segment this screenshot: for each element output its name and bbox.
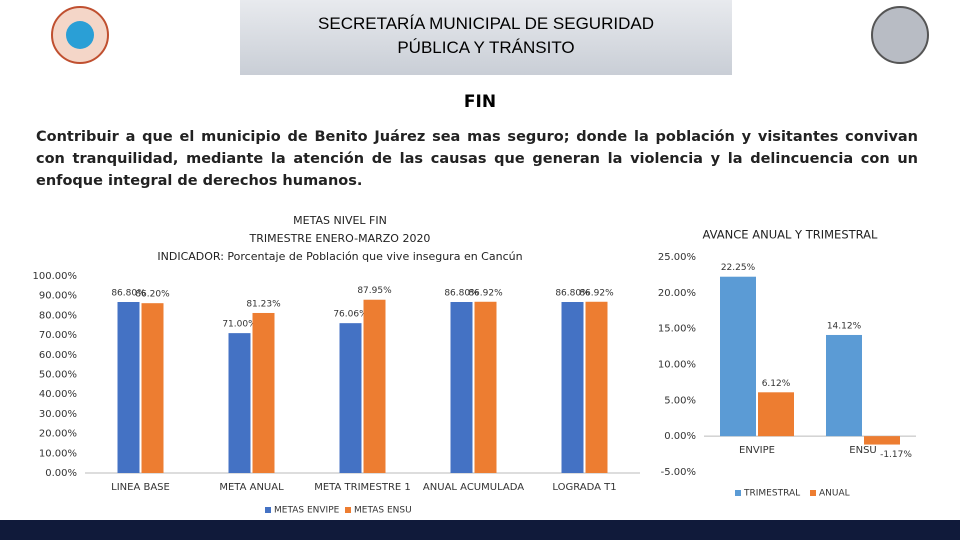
logo-center <box>66 21 94 49</box>
y-tick-label: 50.00% <box>39 370 77 381</box>
y-tick-label: 5.00% <box>664 395 696 406</box>
data-label: 6.12% <box>762 379 791 389</box>
chart-title: METAS NIVEL FIN <box>293 214 387 227</box>
chart-title: AVANCE ANUAL Y TRIMESTRAL <box>703 228 878 242</box>
y-tick-label: -5.00% <box>661 467 696 478</box>
data-label: 86.80% <box>111 289 146 299</box>
legend-label: TRIMESTRAL <box>743 489 800 499</box>
y-tick-label: 30.00% <box>39 409 77 420</box>
data-label: 22.25% <box>721 263 756 273</box>
header-banner: SECRETARÍA MUNICIPAL DE SEGURIDAD PÚBLIC… <box>240 0 732 75</box>
data-label: 86.92% <box>579 288 614 298</box>
y-tick-label: 15.00% <box>658 324 696 335</box>
x-tick-label: LOGRADA T1 <box>552 482 616 493</box>
y-tick-label: 25.00% <box>658 252 696 263</box>
badge <box>871 6 929 64</box>
bar <box>252 312 275 473</box>
y-tick-label: 40.00% <box>39 389 77 400</box>
y-tick-label: 20.00% <box>658 288 696 299</box>
y-tick-label: 100.00% <box>33 271 78 282</box>
data-label: 87.95% <box>357 286 392 296</box>
bar <box>720 276 756 437</box>
y-tick-label: 90.00% <box>39 291 77 302</box>
legend-swatch <box>265 507 271 513</box>
x-tick-label: ENSU <box>849 445 876 456</box>
section-title: FIN <box>463 92 497 112</box>
y-tick-label: 10.00% <box>658 360 696 371</box>
x-tick-label: ENVIPE <box>739 445 775 456</box>
legend-swatch <box>735 490 741 496</box>
y-tick-label: 10.00% <box>39 448 77 459</box>
data-label: 76.06% <box>333 310 368 320</box>
legend-swatch <box>345 507 351 513</box>
chart-title: INDICADOR: Porcentaje de Población que v… <box>157 250 522 263</box>
y-tick-label: 70.00% <box>39 330 77 341</box>
y-tick-label: 20.00% <box>39 429 77 440</box>
y-tick-label: 0.00% <box>45 468 77 479</box>
bar <box>561 302 584 473</box>
x-tick-label: META ANUAL <box>219 482 284 493</box>
x-tick-label: META TRIMESTRE 1 <box>314 482 411 493</box>
bar <box>474 301 497 473</box>
legend-label: METAS ENVIPE <box>274 506 340 516</box>
legend-swatch <box>810 490 816 496</box>
section-text: Contribuir a que el municipio de Benito … <box>36 129 918 189</box>
bar <box>363 299 386 473</box>
legend-label: ANUAL <box>819 489 850 499</box>
footer-bar <box>0 520 960 540</box>
data-label: 71.00% <box>222 320 257 330</box>
bar <box>117 302 140 473</box>
bar <box>228 333 251 473</box>
y-tick-label: 60.00% <box>39 350 77 361</box>
legend-label: METAS ENSU <box>354 506 412 516</box>
y-tick-label: 0.00% <box>664 431 696 442</box>
bar <box>826 334 862 437</box>
bar <box>141 303 164 473</box>
data-label: 86.20% <box>135 290 170 300</box>
bar <box>864 436 900 445</box>
data-label: -1.17% <box>880 450 912 460</box>
bar <box>585 301 608 473</box>
header-title: SECRETARÍA MUNICIPAL DE SEGURIDAD PÚBLIC… <box>318 14 654 57</box>
bar <box>450 302 473 473</box>
chart-title: TRIMESTRE ENERO-MARZO 2020 <box>249 232 431 245</box>
data-label: 81.23% <box>246 299 281 309</box>
bar <box>758 392 794 437</box>
data-label: 86.80% <box>444 289 479 299</box>
data-label: 14.12% <box>827 321 862 331</box>
data-label: 86.92% <box>468 288 503 298</box>
data-label: 86.80% <box>555 289 590 299</box>
y-tick-label: 80.00% <box>39 310 77 321</box>
bar <box>339 323 362 473</box>
x-tick-label: ANUAL ACUMULADA <box>423 482 524 493</box>
x-tick-label: LINEA BASE <box>111 482 170 493</box>
